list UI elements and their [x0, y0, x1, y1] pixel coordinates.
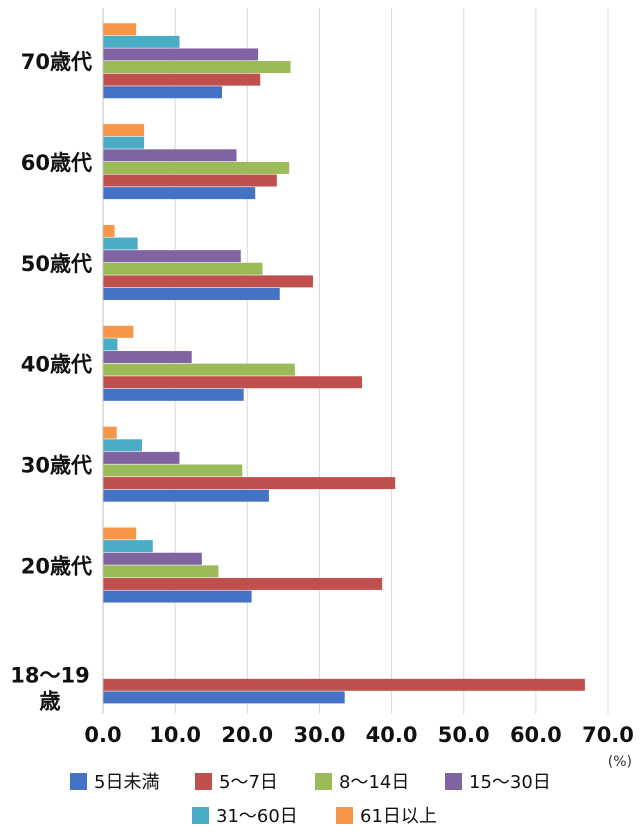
bar [103, 237, 138, 250]
bar [103, 439, 142, 452]
category-label: 40歳代 [21, 353, 92, 377]
bar [103, 73, 261, 86]
bar [103, 552, 202, 565]
bar [103, 187, 256, 200]
x-tick-label: 70.0 [582, 723, 634, 747]
legend: 5日未満 5～7日 8～14日 15～30日 31～60日 61日以上 [70, 772, 551, 827]
bar [103, 464, 243, 477]
bar [103, 376, 362, 389]
x-tick-label: 60.0 [510, 723, 562, 747]
legend-swatch [445, 773, 462, 790]
x-tick-label: 0.0 [84, 723, 121, 747]
bar [103, 161, 290, 174]
category-label: 30歳代 [21, 453, 92, 477]
bar [103, 388, 244, 401]
value-axis: 0.0 10.0 20.0 30.0 40.0 50.0 60.0 70.0 [84, 8, 634, 747]
legend-label: 8～14日 [339, 772, 409, 793]
legend-swatch [336, 807, 353, 824]
bar [103, 124, 145, 137]
bar [103, 35, 180, 48]
bar [103, 250, 241, 263]
legend-label: 31～60日 [216, 806, 298, 827]
unit-label: (%) [608, 754, 632, 770]
bar [103, 691, 345, 704]
legend-label: 5日未満 [94, 772, 159, 793]
x-tick-label: 10.0 [149, 723, 201, 747]
legend-item: 5～7日 [195, 772, 278, 793]
bar [103, 540, 153, 553]
bar [103, 477, 396, 490]
x-tick-label: 50.0 [438, 723, 490, 747]
bar [103, 590, 252, 603]
legend-label: 5～7日 [219, 772, 278, 793]
bar [103, 149, 237, 162]
legend-item: 31～60日 [192, 806, 298, 827]
category-label: 50歳代 [21, 252, 92, 276]
bar [103, 451, 180, 464]
bar [103, 426, 117, 439]
bar [103, 363, 295, 376]
bar [103, 351, 192, 364]
bar [103, 224, 115, 237]
x-tick-label: 40.0 [366, 723, 418, 747]
legend-swatch [315, 773, 332, 790]
bar [103, 325, 134, 338]
bar [103, 275, 313, 288]
category-label: 60歳代 [21, 151, 92, 175]
category-labels: 70歳代 60歳代 50歳代 40歳代 30歳代 20歳代 18～19 歳 [10, 50, 92, 713]
bar [103, 86, 223, 99]
bar [103, 61, 291, 74]
legend-item: 5日未満 [70, 772, 159, 793]
category-label: 20歳代 [21, 554, 92, 578]
legend-item: 61日以上 [336, 806, 437, 827]
x-tick-label: 20.0 [221, 723, 273, 747]
bar [103, 23, 137, 36]
gridlines [102, 8, 609, 714]
bar [103, 48, 259, 61]
bar [103, 174, 277, 187]
bar [103, 287, 280, 300]
bar [103, 338, 118, 351]
legend-label: 15～30日 [469, 772, 551, 793]
legend-swatch [195, 773, 212, 790]
x-tick-label: 30.0 [294, 723, 346, 747]
legend-label: 61日以上 [360, 806, 437, 827]
category-label: 18～19 歳 [10, 663, 89, 713]
bar [103, 565, 219, 578]
category-label: 70歳代 [21, 50, 92, 74]
legend-swatch [192, 807, 209, 824]
legend-swatch [70, 773, 87, 790]
bar [103, 136, 145, 149]
bar [103, 262, 263, 275]
bar [103, 489, 269, 502]
bar [103, 678, 585, 691]
bars [103, 23, 585, 704]
bar [103, 577, 383, 590]
legend-item: 15～30日 [445, 772, 551, 793]
bar [103, 527, 137, 540]
legend-item: 8～14日 [315, 772, 409, 793]
